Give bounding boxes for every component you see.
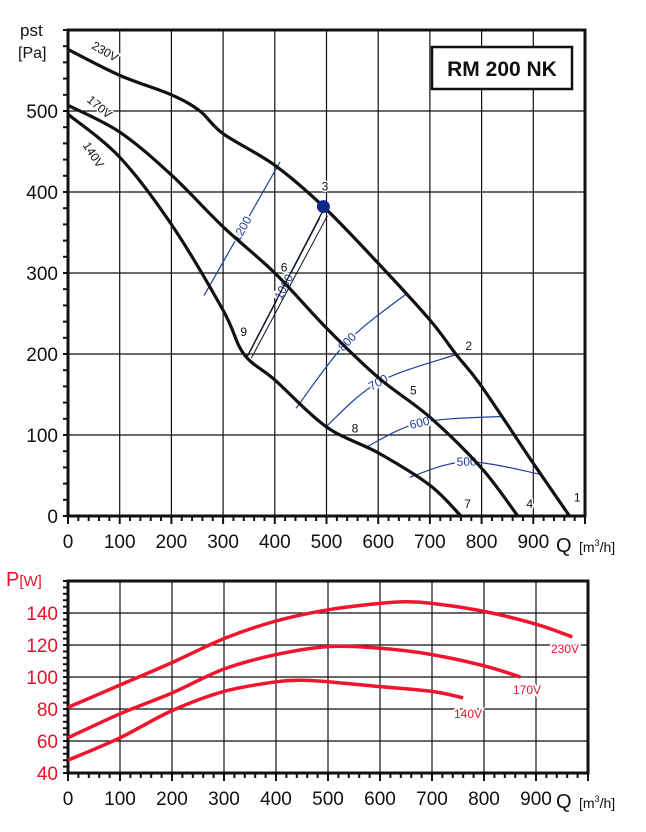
lower-y-label: P[W] (6, 569, 42, 591)
x-tick-label: 300 (208, 789, 240, 810)
point-label: 5 (410, 384, 417, 398)
x-tick-label: 300 (207, 532, 239, 553)
upper-y-unit: [Pa] (18, 45, 46, 62)
upper-x-unit-sup: 3 (595, 538, 600, 548)
x-tick-label: 700 (416, 789, 448, 810)
plot-frame (66, 28, 587, 518)
operating-point (316, 200, 330, 214)
point-label: 6 (281, 260, 288, 274)
y-tick-label: 400 (26, 183, 58, 204)
power-curve-140V (67, 678, 464, 762)
pressure-curve-230V (67, 48, 571, 517)
upper-x-q: Q (556, 535, 572, 557)
rpm-line-500 (409, 461, 543, 478)
plot-frame (66, 579, 590, 775)
point-label: 9 (240, 325, 247, 339)
x-tick-label: 800 (466, 532, 498, 553)
y-tick-label: 100 (26, 426, 58, 447)
upper-y-label: pst (20, 21, 43, 40)
rpm-label: 1200 (229, 214, 255, 244)
curve-label-230V: 230V (89, 38, 120, 64)
x-tick-label: 0 (63, 532, 74, 553)
x-tick-label: 100 (104, 789, 136, 810)
lower-x-q: Q (556, 791, 572, 813)
rpm-line-800 (295, 292, 408, 409)
rpm-line-700 (324, 353, 459, 429)
x-tick-label: 600 (364, 789, 396, 810)
rpm-line-1200 (203, 161, 281, 296)
x-tick-label: 100 (104, 532, 136, 553)
y-tick-label: 40 (37, 764, 58, 785)
lower-x-unit-sup: 3 (595, 794, 600, 804)
upper-x-unit-post: /h] (600, 539, 616, 555)
curve-label-140V: 140V (80, 139, 107, 170)
point-label: 2 (465, 339, 472, 353)
curve-label-140V: 140V (454, 707, 482, 721)
y-tick-label: 140 (26, 604, 58, 625)
rpm-label: 700 (366, 371, 391, 393)
power-curve-230V (67, 600, 573, 710)
rpm-label: 600 (408, 414, 431, 432)
point-label: 8 (352, 422, 359, 436)
y-tick-label: 0 (47, 507, 58, 528)
x-tick-label: 800 (468, 789, 500, 810)
y-tick-label: 300 (26, 264, 58, 285)
model-title: RM 200 NK (447, 58, 557, 81)
lower-x-unit-post: /h] (600, 795, 616, 811)
y-tick-label: 500 (26, 102, 58, 123)
x-tick-label: 500 (311, 532, 343, 553)
rpm-line-600 (364, 415, 502, 449)
lower-x-label: Q [m3/h] (556, 791, 615, 813)
pressure-curve-170V (67, 103, 520, 517)
power-chart: 0 100 200 300 400 500 600 700 800 900 40 60 80 100 120… (26, 579, 590, 810)
x-tick-label: 700 (414, 532, 446, 553)
y-tick-label: 120 (26, 636, 58, 657)
x-tick-label: 900 (520, 789, 552, 810)
upper-x-unit-pre: [m (579, 539, 595, 555)
x-tick-label: 200 (156, 789, 188, 810)
lower-y-p: P (6, 569, 19, 591)
power-curve-170V (67, 644, 521, 740)
y-tick-label: 200 (26, 345, 58, 366)
x-tick-label: 400 (260, 789, 292, 810)
curve-label-170V: 170V (513, 683, 541, 697)
point-label: 7 (464, 497, 471, 511)
x-tick-label: 200 (156, 532, 188, 553)
y-tick-label: 80 (37, 700, 58, 721)
pressure-curve-140V (66, 113, 463, 518)
pressure-chart: 0 100 200 300 400 500 600 700 800 900 0 100 200 300 40… (26, 28, 587, 553)
curve-label-230V: 230V (551, 642, 579, 656)
model-title-box (430, 45, 574, 91)
lower-y-unit: [W] (19, 573, 42, 590)
point-label: 4 (526, 497, 533, 511)
point-label: 1 (574, 490, 581, 504)
y-tick-label: 100 (26, 668, 58, 689)
x-tick-label: 400 (259, 532, 291, 553)
x-tick-label: 0 (63, 789, 74, 810)
y-tick-label: 60 (37, 732, 58, 753)
x-tick-label: 500 (312, 789, 344, 810)
x-tick-label: 600 (362, 532, 394, 553)
lower-x-unit-pre: [m (579, 795, 595, 811)
point-label: 3 (322, 179, 329, 193)
x-tick-label: 900 (517, 532, 549, 553)
upper-x-label: Q [m3/h] (556, 535, 615, 557)
